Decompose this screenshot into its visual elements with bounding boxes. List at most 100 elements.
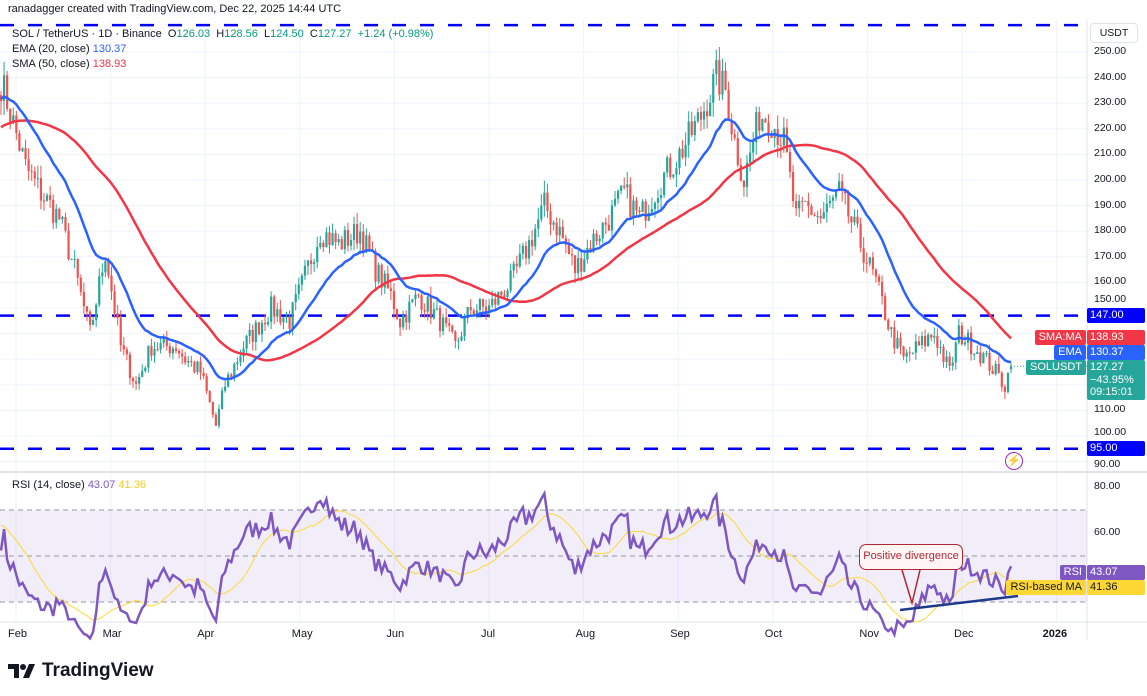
candle-body bbox=[583, 259, 586, 272]
candle-body bbox=[779, 145, 782, 147]
candle-body bbox=[116, 313, 119, 318]
tradingview-logo[interactable]: TradingView bbox=[8, 660, 154, 682]
candle-body bbox=[592, 233, 595, 252]
candle bbox=[251, 324, 254, 351]
sma-tag: SMA:MA bbox=[1034, 330, 1086, 345]
candle bbox=[856, 209, 859, 228]
candle bbox=[616, 189, 620, 204]
candle-body bbox=[798, 200, 801, 209]
candle bbox=[534, 223, 537, 251]
candle-body bbox=[991, 370, 994, 375]
candle bbox=[441, 313, 445, 336]
candle bbox=[174, 341, 178, 354]
candle-body bbox=[521, 245, 524, 254]
tradingview-logo-text: TradingView bbox=[42, 660, 154, 681]
candle bbox=[939, 339, 942, 355]
candle-body bbox=[552, 222, 555, 225]
candle bbox=[543, 180, 546, 217]
candle bbox=[570, 248, 574, 266]
candle-body bbox=[696, 112, 699, 122]
candle bbox=[871, 251, 874, 276]
candle-body bbox=[423, 309, 426, 312]
candle bbox=[626, 172, 629, 199]
candle-body bbox=[187, 361, 190, 363]
candle bbox=[36, 165, 39, 189]
price-tick: 160.00 bbox=[1094, 275, 1127, 288]
candle-body bbox=[663, 172, 666, 196]
candle-body bbox=[2, 75, 6, 101]
rsi-legend: RSI (14, close) 43.07 41.36 bbox=[12, 479, 146, 491]
candle-body bbox=[785, 127, 789, 152]
candle bbox=[276, 302, 279, 323]
candle bbox=[245, 334, 248, 355]
candle-body bbox=[610, 205, 614, 231]
candle-body bbox=[721, 70, 724, 95]
candle-body bbox=[343, 229, 346, 250]
candle bbox=[577, 250, 580, 279]
candle bbox=[838, 172, 841, 192]
positive-divergence-annotation[interactable]: Positive divergence bbox=[859, 544, 963, 570]
candle bbox=[365, 228, 368, 253]
candle bbox=[831, 194, 835, 209]
high-value: 128.56 bbox=[224, 28, 258, 40]
price-tick: 100.00 bbox=[1094, 426, 1127, 438]
candle bbox=[395, 308, 399, 321]
candle bbox=[552, 220, 555, 231]
candle bbox=[45, 193, 49, 202]
candle bbox=[380, 263, 383, 296]
candle-body bbox=[67, 230, 70, 260]
candle-body bbox=[110, 275, 113, 292]
price-tick: 150.00 bbox=[1094, 293, 1127, 305]
candle bbox=[236, 357, 239, 371]
candle bbox=[435, 299, 439, 311]
candle-body bbox=[494, 298, 497, 305]
candle-body bbox=[134, 381, 138, 384]
candle-body bbox=[549, 211, 552, 225]
candle-body bbox=[788, 151, 792, 172]
candle-body bbox=[675, 168, 678, 175]
candle-body bbox=[214, 414, 217, 426]
close-label: C bbox=[309, 28, 318, 40]
candle-body bbox=[230, 374, 233, 377]
candle-body bbox=[368, 235, 371, 251]
candle bbox=[181, 348, 184, 365]
month-tick: Aug bbox=[575, 628, 596, 640]
month-tick: Dec bbox=[954, 628, 974, 640]
candle bbox=[76, 258, 79, 286]
candle bbox=[884, 292, 887, 321]
candle bbox=[791, 165, 795, 208]
candle-body bbox=[957, 325, 960, 343]
alert-lightning-icon[interactable]: ⚡ bbox=[1005, 452, 1023, 470]
candle bbox=[902, 345, 905, 361]
candle bbox=[555, 217, 558, 245]
candle-body bbox=[567, 244, 571, 255]
sma-legend-label: SMA (50, close) bbox=[12, 58, 90, 70]
candle-body bbox=[497, 291, 500, 305]
candle bbox=[125, 346, 128, 361]
symbol-tag: SOLUSDT bbox=[1026, 360, 1086, 375]
candle bbox=[49, 186, 52, 208]
candle-body bbox=[724, 70, 727, 91]
candle bbox=[88, 309, 92, 331]
candle bbox=[399, 318, 402, 337]
candle-body bbox=[527, 240, 531, 259]
price-tick: 110.00 bbox=[1094, 403, 1126, 416]
candle-body bbox=[254, 322, 257, 342]
candle-body bbox=[33, 171, 36, 179]
candle bbox=[795, 193, 798, 217]
candle bbox=[368, 232, 371, 251]
candle-body bbox=[122, 345, 125, 350]
month-tick: Jun bbox=[386, 628, 405, 640]
candle bbox=[340, 235, 343, 251]
candle-body bbox=[586, 248, 589, 260]
candle-body bbox=[859, 223, 862, 248]
candle-body bbox=[30, 170, 33, 172]
candle-body bbox=[199, 361, 202, 373]
currency-button[interactable]: USDT bbox=[1090, 23, 1138, 43]
candle bbox=[138, 373, 141, 390]
candle bbox=[908, 346, 911, 362]
month-tick: 2026 bbox=[1042, 628, 1068, 640]
candle-body bbox=[438, 308, 442, 332]
candle bbox=[745, 155, 749, 198]
